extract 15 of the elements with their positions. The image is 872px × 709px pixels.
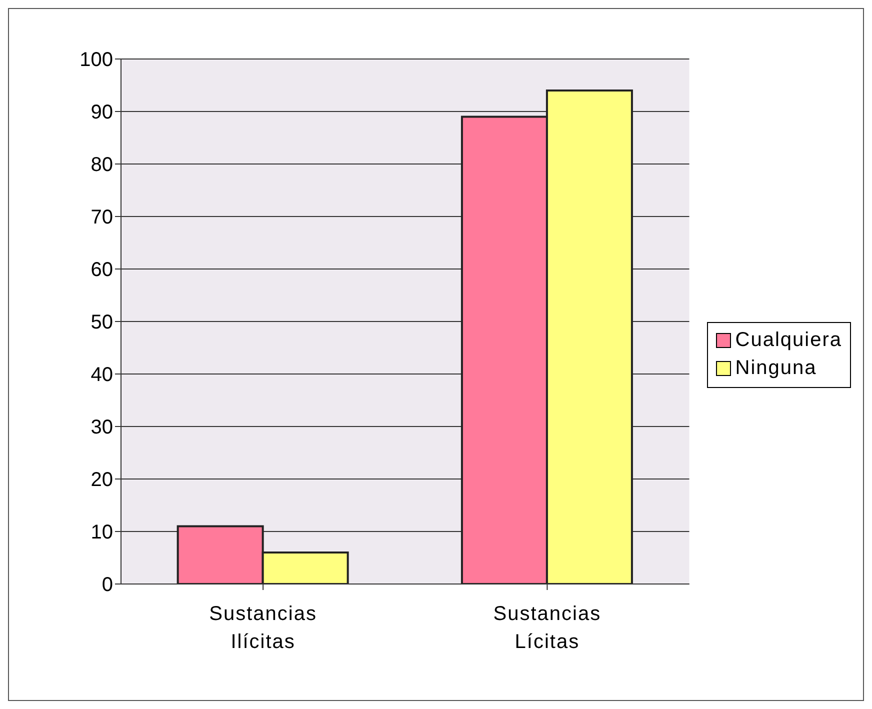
y-tick-label: 0 <box>102 574 113 596</box>
y-tick-label: 60 <box>90 259 113 282</box>
y-tick-label: 50 <box>90 312 113 334</box>
legend-label: Cualquiera <box>735 329 842 352</box>
y-tick-label: 30 <box>90 416 113 439</box>
y-tick-label: 10 <box>90 522 113 544</box>
y-tick-label: 80 <box>90 154 113 176</box>
y-tick-label: 40 <box>90 364 113 386</box>
y-tick-label: 100 <box>80 49 113 72</box>
y-tick-label: 70 <box>90 206 113 229</box>
x-tick-label: Sustancias Ilícitas <box>209 603 317 653</box>
x-tick-label: Sustancias Lícitas <box>493 603 602 653</box>
y-tick-label: 20 <box>90 469 113 492</box>
legend-label: Ninguna <box>735 357 817 380</box>
y-tick-label: 90 <box>90 102 113 124</box>
